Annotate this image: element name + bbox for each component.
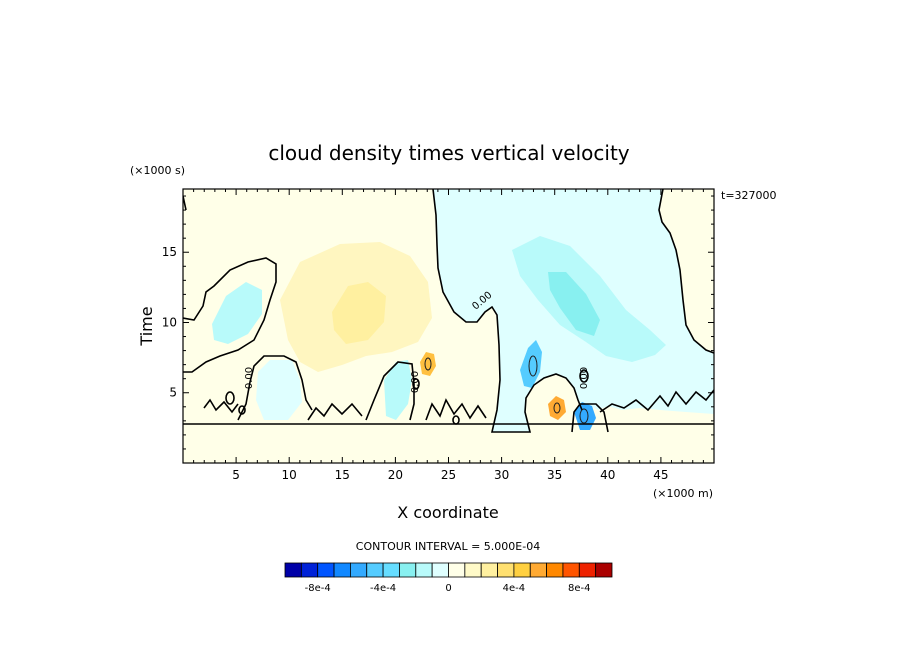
colorbar-swatch: [349, 562, 368, 578]
colorbar-swatch: [595, 562, 613, 578]
x-tick-label: 30: [494, 468, 509, 482]
colorbar-swatch: [497, 562, 515, 578]
zero-contour-main: [432, 189, 583, 433]
colorbar-swatch: [300, 562, 319, 578]
time-stamp-label: t=327000: [721, 189, 777, 202]
left-cyan-cell: [212, 282, 262, 344]
colorbar-swatch: [284, 562, 302, 578]
x-tick-label: 25: [441, 468, 456, 482]
zero-contour-ragged-right: [599, 389, 714, 413]
colorbar-swatch: [415, 562, 433, 578]
contour-label-3: 0.00: [410, 371, 421, 393]
orange-spot-35km: [548, 396, 566, 420]
colorbar-swatch: [529, 562, 548, 578]
zero-contour-ragged-mid: [307, 402, 363, 421]
colorbar-tick-label: 4e-4: [503, 583, 526, 594]
zero-contour-loop-5: [452, 415, 460, 425]
colorbar-swatch: [513, 562, 531, 578]
colorbar: -8e-4 -4e-4 0 4e-4 8e-4: [284, 562, 613, 594]
cyan-band-diagonal: [512, 236, 666, 362]
mid-cyan-cell-20km: [384, 360, 412, 420]
colorbar-swatch: [317, 562, 335, 578]
x-axis-title: X coordinate: [397, 503, 498, 522]
y-tick-label: 5: [169, 386, 177, 400]
colorbar-swatch: [464, 562, 482, 578]
colorbar-swatch: [382, 562, 400, 578]
zero-contour-lines: [183, 189, 714, 433]
blue-core-33km: [520, 340, 542, 388]
blue-core-38km: [574, 402, 596, 430]
zero-contour-ragged-left: [203, 398, 239, 414]
chart-title: cloud density times vertical velocity: [268, 141, 629, 165]
central-yellow-core: [332, 282, 386, 344]
zero-contour-cell-35km: [571, 403, 609, 433]
x-tick-label: 20: [388, 468, 403, 482]
zero-contour-upper-right: [658, 189, 714, 354]
colorbar-tick-label: -4e-4: [370, 583, 396, 594]
y-axis-ticks: 5 10 15: [162, 195, 714, 450]
x-axis-ticks: 5 10 15 20 25 30 35 40 45: [193, 189, 704, 482]
mid-cyan-cell-7km: [256, 360, 302, 420]
y-tick-label: 15: [162, 245, 177, 259]
x-tick-label: 45: [653, 468, 668, 482]
colorbar-swatch: [562, 562, 580, 578]
colorbar-swatch: [366, 562, 384, 578]
contour-field: [183, 189, 714, 463]
orange-spot-23km: [420, 352, 436, 376]
colorbar-swatch: [333, 562, 351, 578]
y-axis-title: Time: [137, 306, 156, 346]
colorbar-swatch: [448, 562, 466, 578]
contour-label-2: 0.00: [244, 367, 255, 389]
colorbar-tick-label: 0: [445, 583, 451, 594]
colorbar-tick-label: -8e-4: [305, 583, 331, 594]
x-tick-label: 40: [600, 468, 615, 482]
colorbar-swatch: [546, 562, 564, 578]
x-tick-label: 35: [547, 468, 562, 482]
cyan-core-diagonal: [548, 272, 600, 336]
colorbar-swatch: [431, 562, 449, 578]
x-tick-label: 5: [232, 468, 240, 482]
colorbar-swatch: [578, 562, 597, 578]
inner-contour-blue-33km: [528, 355, 538, 377]
upper-right-positive-zone: [659, 189, 714, 353]
inner-contour-orange-23km: [424, 357, 432, 371]
x-tick-label: 15: [335, 468, 350, 482]
colorbar-swatch: [399, 562, 417, 578]
colorbar-swatch: [480, 562, 498, 578]
y-tick-label: 10: [162, 315, 177, 329]
zero-contour-loop-4: [579, 369, 589, 383]
zero-contour-cell-20km: [365, 361, 415, 421]
contour-interval-label: CONTOUR INTERVAL = 5.000E-04: [356, 540, 540, 553]
inner-contour-blue-38km: [579, 408, 589, 424]
zero-contour-ragged-center: [425, 398, 487, 421]
inner-contour-orange-35km: [553, 402, 561, 414]
zero-contour-loop-1: [225, 391, 235, 405]
x-unit-label: (×1000 m): [653, 487, 713, 500]
y-unit-label: (×1000 s): [130, 164, 185, 177]
colorbar-tick-label: 8e-4: [568, 583, 591, 594]
zero-contour-loop-2: [238, 405, 246, 415]
x-tick-label: 10: [282, 468, 297, 482]
zero-contour-loop-3: [412, 378, 420, 390]
zero-contour-cell-7km: [237, 355, 313, 421]
contour-label-4: 0.00: [579, 367, 590, 389]
zero-contour-left-cell: [183, 257, 277, 373]
inner-contour-lines: [424, 355, 589, 424]
